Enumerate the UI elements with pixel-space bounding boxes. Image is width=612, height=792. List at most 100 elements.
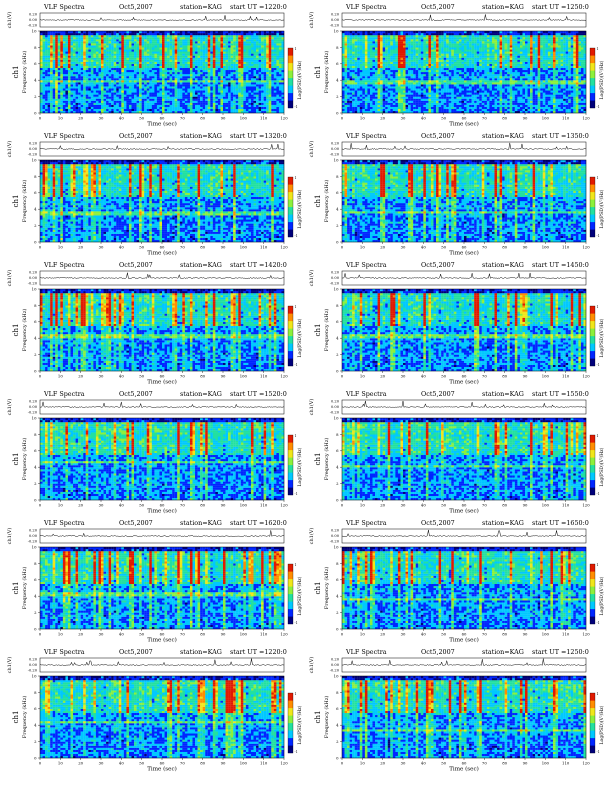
heatmap-cell (47, 104, 51, 107)
heatmap-cell (390, 104, 393, 107)
heatmap-cell (118, 53, 122, 56)
heatmap-cell (131, 98, 135, 101)
heatmap-cell (139, 108, 142, 112)
heatmap-cell (390, 102, 393, 105)
heatmap-cell (225, 106, 229, 110)
heatmap-cell (167, 108, 170, 112)
heatmap-cell (238, 53, 241, 56)
heatmap-cell (52, 86, 56, 89)
heatmap-cell (278, 37, 282, 40)
heatmap-cell (200, 69, 203, 73)
heatmap-cell (85, 53, 89, 56)
heatmap-cell (258, 49, 262, 52)
heatmap-cell (134, 33, 137, 36)
heatmap-cell (271, 78, 274, 81)
heatmap-cell (45, 47, 48, 50)
heatmap-cell (184, 102, 188, 105)
heatmap-cell (354, 102, 358, 105)
heatmap-cell (126, 104, 130, 107)
heatmap-cell (359, 45, 363, 48)
heatmap-cell (103, 51, 107, 54)
heatmap-cell (67, 92, 71, 95)
heatmap-cell (387, 98, 391, 101)
heatmap-cell (235, 59, 239, 62)
heatmap-cell (278, 41, 282, 44)
heatmap-cell (118, 96, 122, 99)
heatmap-cell (400, 67, 404, 71)
heatmap-cell (172, 78, 175, 81)
heatmap-cell (101, 108, 104, 112)
heatmap-cell (395, 53, 399, 56)
heatmap-cell (182, 72, 185, 75)
heatmap-cell (253, 61, 257, 64)
heatmap-cell (243, 110, 246, 114)
heatmap-cell (342, 102, 345, 105)
heatmap-cell (276, 63, 280, 66)
heatmap-cell (382, 55, 386, 58)
heatmap-cell (273, 69, 277, 73)
heatmap-cell (342, 43, 345, 46)
heatmap-cell (364, 33, 368, 36)
heatmap-cell (62, 57, 66, 60)
heatmap-cell (205, 88, 208, 91)
heatmap-cell (215, 67, 219, 71)
heatmap-cell (83, 86, 86, 89)
heatmap-cell (233, 108, 236, 112)
heatmap-cell (179, 90, 183, 93)
heatmap-cell (52, 84, 56, 87)
heatmap-cell (245, 84, 249, 87)
heatmap-cell (57, 96, 61, 99)
heatmap-cell (197, 72, 201, 75)
heatmap-cell (395, 102, 399, 105)
heatmap-cell (197, 55, 201, 58)
heatmap-cell (83, 51, 86, 54)
heatmap-cell (40, 61, 43, 64)
heatmap-cell (253, 43, 257, 46)
colorbar-segment (288, 48, 293, 56)
heatmap-cell (364, 51, 368, 54)
heatmap-cell (113, 55, 117, 58)
heatmap-cell (62, 72, 66, 75)
heatmap-cell (380, 35, 383, 38)
heatmap-cell (179, 63, 183, 66)
heatmap-cell (359, 108, 363, 112)
heatmap-cell (131, 78, 135, 81)
heatmap-cell (52, 110, 56, 114)
heatmap-cell (106, 82, 109, 85)
heatmap-cell (400, 96, 404, 99)
heatmap-cell (197, 84, 201, 87)
heatmap-cell (258, 74, 262, 77)
heatmap-cell (83, 102, 86, 105)
heatmap-cell (278, 98, 282, 101)
heatmap-cell (256, 35, 259, 38)
heatmap-cell (50, 92, 53, 95)
heatmap-cell (144, 49, 147, 52)
heatmap-cell (40, 33, 43, 36)
heatmap-cell (200, 96, 203, 99)
heatmap-cell (238, 72, 241, 75)
heatmap-cell (382, 88, 386, 91)
heatmap-cell (256, 51, 259, 54)
heatmap-cell (146, 67, 150, 71)
heatmap-cell (182, 41, 185, 44)
heatmap-cell (405, 92, 409, 95)
heatmap-cell (134, 108, 137, 112)
heatmap-cell (179, 39, 183, 42)
heatmap-cell (364, 90, 368, 93)
heatmap-cell (101, 104, 104, 107)
heatmap-cell (354, 43, 358, 46)
heatmap-cell (215, 84, 219, 87)
heatmap-cell (184, 90, 188, 93)
heatmap-cell (375, 49, 378, 52)
heatmap-cell (349, 84, 353, 87)
panel-start-ut: start UT =1250:0 (532, 2, 589, 12)
heatmap-cell (243, 47, 246, 50)
heatmap-cell (83, 41, 86, 44)
heatmap-cell (151, 45, 155, 48)
heatmap-cell (352, 53, 355, 56)
heatmap-cell (108, 80, 112, 83)
heatmap-cell (228, 80, 231, 83)
heatmap-cell (217, 65, 221, 69)
heatmap-cell (95, 90, 99, 93)
heatmap-cell (47, 51, 51, 54)
